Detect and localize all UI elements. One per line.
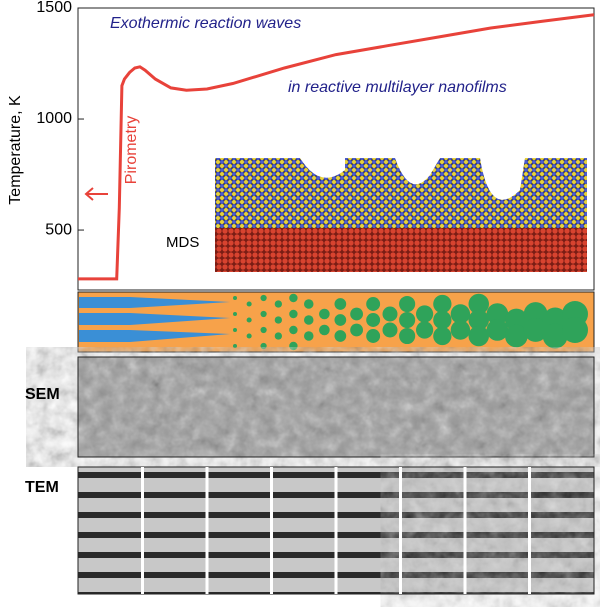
annotation: TEM (25, 479, 59, 496)
grain (246, 301, 252, 307)
y-tick-label: 500 (45, 221, 72, 238)
grain (468, 325, 489, 347)
chart-subtitle: in reactive multilayer nanofilms (288, 79, 507, 96)
grain (319, 308, 330, 320)
grain (350, 323, 363, 337)
grain (433, 326, 452, 346)
grain (289, 325, 298, 335)
grain (289, 341, 298, 351)
grain (246, 333, 252, 339)
grain (486, 303, 509, 325)
tem-texture (400, 467, 594, 594)
grain (274, 332, 282, 340)
annotation: SEM (25, 386, 60, 403)
grain (233, 312, 237, 316)
y-tick-label: 1000 (36, 110, 72, 127)
grain (399, 295, 416, 313)
grain (504, 324, 528, 348)
blue-layer (79, 297, 230, 342)
series-line (78, 13, 595, 281)
grain (382, 306, 398, 322)
grain (504, 308, 528, 332)
panel-frame (77, 356, 595, 458)
grain (233, 328, 237, 332)
grain (366, 313, 381, 327)
grain (274, 316, 282, 324)
grain (233, 296, 237, 300)
annotation: MDS (166, 234, 199, 251)
arrow (84, 187, 108, 201)
grain (304, 315, 314, 325)
grain (260, 310, 267, 318)
grain (542, 323, 568, 349)
grain (350, 307, 363, 321)
grain (468, 309, 489, 331)
grain (399, 327, 416, 345)
grain (246, 317, 252, 323)
sem-panel (77, 356, 595, 458)
grain (260, 342, 267, 350)
chart-title: Exothermic reaction waves (110, 15, 301, 32)
grain (399, 311, 416, 329)
mds-lower (215, 228, 587, 272)
y-tick-label: 1500 (36, 0, 72, 16)
sem-texture (78, 357, 594, 457)
grain (334, 298, 347, 310)
grain (416, 305, 434, 323)
tem-panel (77, 466, 595, 595)
annotation: Pirometry (123, 116, 140, 184)
grain (523, 318, 548, 342)
plot-frame (77, 7, 595, 291)
grain (366, 297, 381, 311)
y-axis-label: Temperature, K (7, 95, 24, 205)
grain (289, 293, 298, 303)
grain (486, 319, 509, 341)
grain (366, 329, 381, 343)
grain (233, 344, 237, 348)
grain (274, 300, 282, 308)
grain (289, 309, 298, 319)
grain (450, 304, 471, 324)
mds-image (215, 158, 587, 272)
grain (319, 324, 330, 336)
grain (468, 293, 489, 315)
grain (416, 321, 434, 339)
layer-panel (77, 291, 595, 353)
grain (433, 310, 452, 330)
grain (260, 326, 267, 334)
grain (450, 320, 471, 340)
grain (304, 299, 314, 309)
grain (382, 322, 398, 338)
grain (304, 331, 314, 341)
grain (334, 314, 347, 326)
grain (334, 330, 347, 342)
grain (433, 294, 452, 314)
grain (562, 317, 588, 343)
mds-gap (300, 158, 525, 200)
grain (260, 294, 267, 302)
